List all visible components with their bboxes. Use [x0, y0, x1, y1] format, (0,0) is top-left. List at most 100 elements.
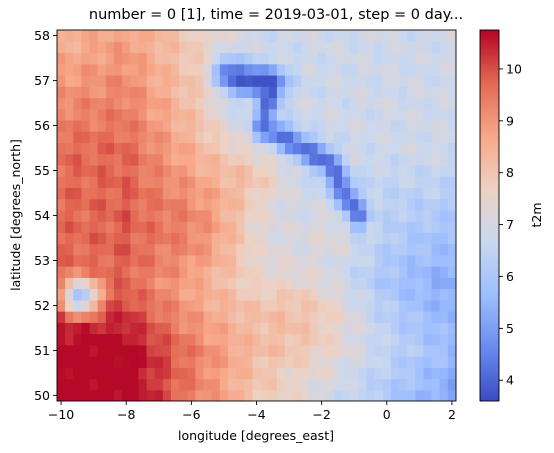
heatmap-cell [301, 356, 311, 368]
heatmap-cell [285, 277, 294, 290]
heatmap-cell [105, 119, 115, 132]
heatmap-cell [439, 30, 449, 42]
heatmap-cell [171, 52, 180, 65]
heatmap-cell [317, 97, 327, 110]
heatmap-cell [301, 119, 311, 132]
heatmap-cell [431, 176, 441, 188]
heatmap-cell [374, 119, 384, 132]
heatmap-cell [89, 209, 99, 222]
heatmap-cell [146, 153, 156, 166]
heatmap-cell [171, 97, 180, 110]
heatmap-cell [325, 254, 335, 267]
heatmap-cell [73, 221, 83, 233]
heatmap-cell [252, 243, 262, 256]
heatmap-cell [317, 41, 327, 54]
heatmap-cell [407, 63, 416, 76]
heatmap-cell [358, 221, 368, 233]
x-tick-label: −2 [312, 407, 330, 422]
heatmap-cell [447, 221, 456, 233]
heatmap-cell [447, 243, 456, 256]
heatmap-cell [65, 209, 74, 222]
heatmap-cell [431, 367, 441, 380]
heatmap-cell [81, 176, 91, 188]
heatmap-cell [65, 119, 74, 132]
heatmap-cell [276, 322, 286, 335]
heatmap-cell [252, 232, 262, 245]
heatmap-cell [301, 254, 311, 267]
heatmap-cell [228, 266, 237, 278]
heatmap-cell [260, 74, 270, 87]
heatmap-cell [309, 176, 319, 188]
heatmap-cell [187, 164, 197, 177]
heatmap-cell [89, 322, 99, 335]
heatmap-cell [114, 311, 123, 323]
y-tick-label: 54 [34, 208, 50, 223]
heatmap-cell [195, 164, 205, 177]
heatmap-cell [399, 108, 408, 121]
heatmap-cell [154, 176, 164, 188]
heatmap-cell [211, 277, 221, 290]
heatmap-cell [97, 266, 107, 278]
heatmap-cell [211, 153, 221, 166]
heatmap-cell [415, 97, 425, 110]
heatmap-cell [105, 356, 115, 368]
heatmap-cell [187, 299, 197, 312]
heatmap-cell [65, 221, 74, 233]
heatmap-cell [342, 389, 351, 401]
heatmap-cell [114, 198, 123, 211]
heatmap-cell [382, 221, 392, 233]
heatmap-cell [89, 221, 99, 233]
heatmap-cell [211, 97, 221, 110]
heatmap-cell [399, 119, 408, 132]
heatmap-cell [366, 221, 376, 233]
heatmap-cell [333, 232, 343, 245]
heatmap-cell [122, 356, 131, 368]
heatmap-cell [171, 344, 180, 357]
heatmap-cell [309, 142, 319, 155]
colorbar-tick-label: 8 [506, 165, 514, 180]
heatmap-cell [187, 288, 197, 301]
heatmap-cell [374, 254, 384, 267]
heatmap-cell [187, 198, 197, 211]
heatmap-cell [415, 344, 425, 357]
heatmap-cell [415, 209, 425, 222]
heatmap-cell [219, 63, 229, 76]
heatmap-cell [138, 97, 148, 110]
heatmap-cell [203, 389, 213, 401]
heatmap-cell [138, 52, 148, 65]
heatmap-cell [415, 311, 425, 323]
heatmap-cell [423, 119, 433, 132]
heatmap-cell [73, 164, 83, 177]
heatmap-cell [105, 299, 115, 312]
heatmap-cell [333, 254, 343, 267]
heatmap-cell [211, 299, 221, 312]
heatmap-cell [154, 142, 164, 155]
heatmap-cell [431, 311, 441, 323]
heatmap-cell [97, 288, 107, 301]
heatmap-cell [447, 333, 456, 346]
heatmap-cell [399, 243, 408, 256]
heatmap-cell [97, 389, 107, 401]
heatmap-cell [211, 41, 221, 54]
heatmap-cell [162, 367, 172, 380]
heatmap-cell [244, 277, 254, 290]
heatmap-cell [301, 311, 311, 323]
heatmap-cell [407, 142, 416, 155]
heatmap-cell [122, 119, 131, 132]
heatmap-cell [138, 119, 148, 132]
heatmap-cell [219, 176, 229, 188]
heatmap-cell [293, 243, 302, 256]
heatmap-cell [439, 63, 449, 76]
heatmap-cell [244, 266, 254, 278]
heatmap-cell [350, 266, 359, 278]
heatmap-cell [382, 322, 392, 335]
heatmap-cell [333, 131, 343, 144]
heatmap-cell [195, 63, 205, 76]
heatmap-cell [293, 108, 302, 121]
heatmap-cell [374, 344, 384, 357]
heatmap-cell [309, 198, 319, 211]
heatmap-cell [399, 30, 408, 42]
heatmap-cell [431, 277, 441, 290]
heatmap-cell [342, 288, 351, 301]
heatmap-cell [268, 153, 278, 166]
